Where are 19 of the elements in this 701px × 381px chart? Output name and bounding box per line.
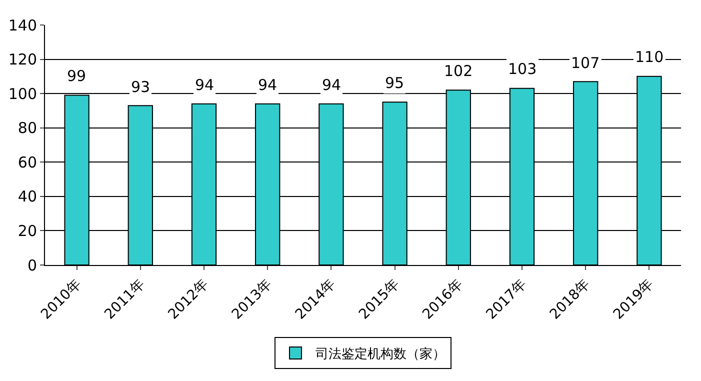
- data-label: 99: [67, 67, 86, 85]
- y-tick-label: 100: [8, 84, 37, 103]
- data-label: 102: [444, 62, 473, 80]
- data-label: 93: [131, 78, 150, 96]
- data-label: 107: [571, 54, 600, 72]
- data-label: 94: [258, 76, 278, 94]
- y-tick-label: 120: [8, 50, 37, 69]
- y-tick-label: 140: [8, 16, 37, 34]
- data-label: 95: [385, 74, 404, 92]
- data-label: 103: [508, 60, 537, 78]
- legend-label: 司法鉴定机构数（家）: [316, 346, 446, 362]
- y-tick-label: 40: [18, 188, 37, 206]
- data-label: 94: [322, 76, 342, 94]
- y-tick-label: 0: [27, 256, 37, 274]
- y-tick-label: 60: [18, 153, 37, 172]
- data-label: 110: [635, 48, 664, 66]
- y-tick-label: 80: [18, 119, 37, 138]
- data-label: 94: [195, 76, 214, 94]
- y-tick-label: 20: [18, 222, 37, 240]
